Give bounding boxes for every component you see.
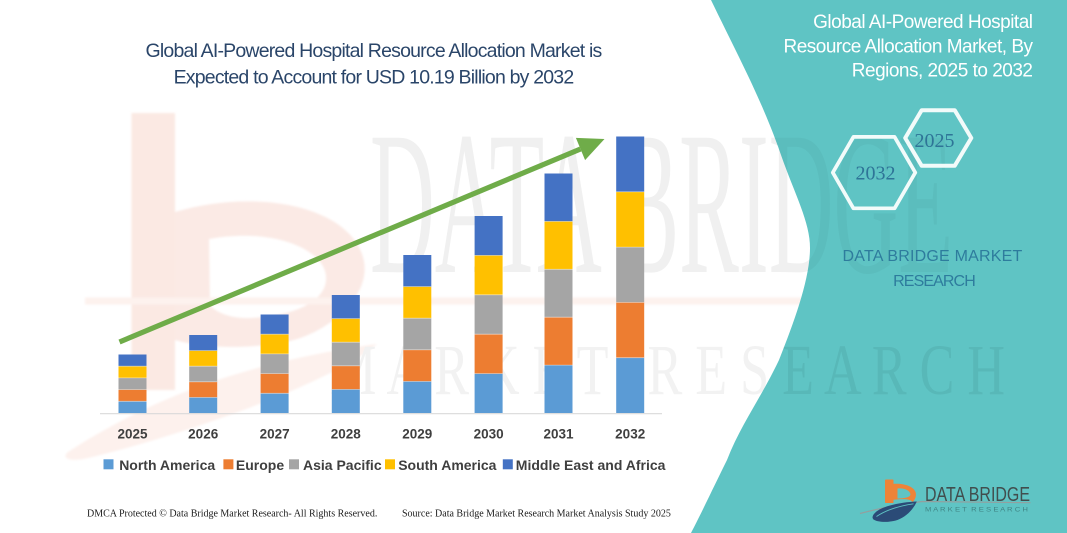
svg-text:2026: 2026 (188, 427, 219, 442)
svg-text:2029: 2029 (402, 427, 432, 442)
svg-text:M A R K E T R E S E A R C H: M A R K E T R E S E A R C H (925, 508, 1028, 514)
svg-text:North America: North America (119, 457, 215, 473)
svg-text:RESEARCH: RESEARCH (893, 273, 975, 290)
svg-text:South America: South America (398, 457, 496, 473)
svg-text:2031: 2031 (543, 427, 574, 442)
svg-text:Resource Allocation Market, By: Resource Allocation Market, By (783, 37, 1033, 58)
svg-text:2032: 2032 (615, 427, 645, 442)
svg-text:2030: 2030 (474, 427, 504, 442)
svg-text:2025: 2025 (915, 130, 955, 152)
svg-text:2032: 2032 (856, 162, 896, 184)
svg-text:DATA BRIDGE: DATA BRIDGE (925, 484, 1030, 506)
svg-text:Europe: Europe (236, 457, 284, 473)
svg-text:Expected to Account for USD 10: Expected to Account for USD 10.19 Billio… (174, 67, 574, 89)
svg-text:DMCA Protected © Data Bridge M: DMCA Protected © Data Bridge Market Rese… (87, 509, 377, 520)
svg-text:2028: 2028 (331, 427, 362, 442)
svg-text:Source: Data Bridge Market Res: Source: Data Bridge Market Research Mark… (402, 509, 671, 520)
svg-text:2027: 2027 (260, 427, 290, 442)
svg-text:Asia Pacific: Asia Pacific (303, 457, 382, 473)
svg-text:Middle East and Africa: Middle East and Africa (516, 457, 666, 473)
svg-text:2025: 2025 (117, 427, 148, 442)
svg-text:Global AI-Powered Hospital: Global AI-Powered Hospital (813, 12, 1032, 33)
svg-text:DATA BRIDGE MARKET: DATA BRIDGE MARKET (843, 248, 1023, 265)
svg-text:Global AI-Powered Hospital Res: Global AI-Powered Hospital Resource Allo… (146, 40, 603, 62)
svg-text:Regions, 2025 to 2032: Regions, 2025 to 2032 (852, 61, 1033, 82)
